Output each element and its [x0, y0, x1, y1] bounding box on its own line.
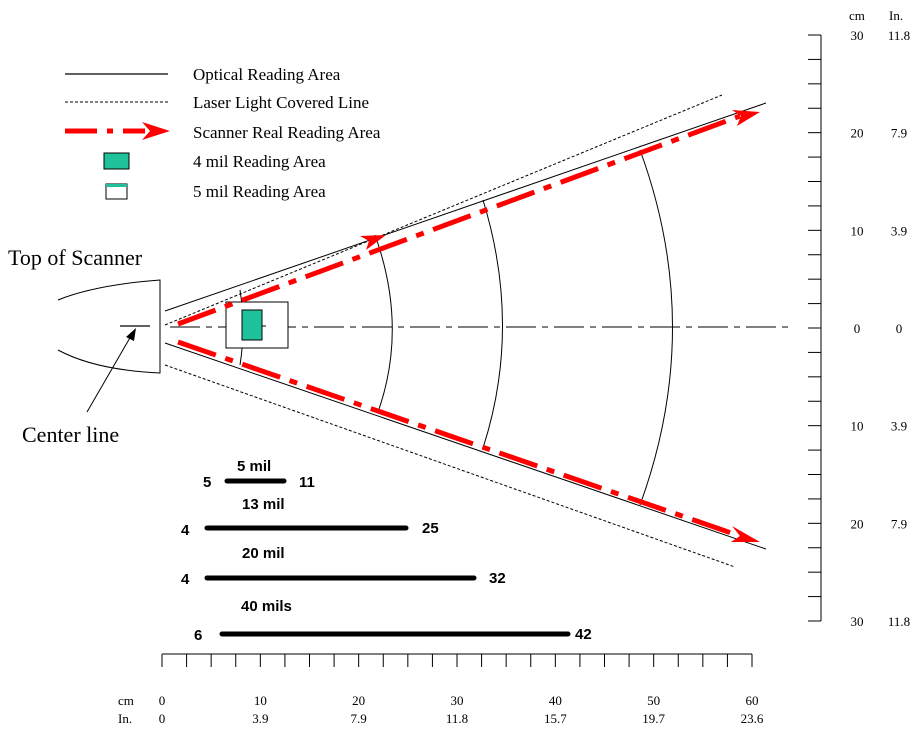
laser-line-upper [164, 94, 723, 326]
ruler-right-cm-label: 30 [851, 614, 864, 629]
range-min-value: 5 [203, 474, 211, 491]
legend-scanner-real-label: Scanner Real Reading Area [193, 123, 381, 142]
legend-4mil-swatch [103, 152, 130, 170]
ruler-bottom-in-label: 11.8 [446, 711, 468, 726]
center-line-label: Center line [22, 422, 119, 447]
range-min-value: 4 [181, 522, 190, 539]
ruler-right-cm-label: 0 [854, 321, 861, 336]
ruler-right-in-label: 3.9 [891, 419, 907, 434]
center-line-arrowhead-icon [126, 328, 136, 341]
range-max-value: 32 [489, 570, 506, 587]
barcode-ranges: 5 mil 5 11 13 mil 4 25 20 mil 4 32 40 mi… [181, 458, 592, 644]
ruler-right-in-label: 7.9 [891, 126, 907, 141]
ruler-bottom-in-label: 3.9 [252, 711, 268, 726]
range-arc-13mil [374, 234, 393, 413]
center-line-pointer [86, 335, 132, 413]
range-max-value: 11 [299, 474, 315, 491]
range-title: 5 mil [237, 458, 271, 475]
legend-laser-label: Laser Light Covered Line [193, 93, 369, 112]
ruler-right-in-label: 7.9 [891, 516, 907, 531]
ruler-right: cm In. 30 11.8 20 7.9 10 3.9 0 0 10 3.9 20 7.9 30 11.… [808, 8, 910, 629]
ruler-bottom-cm-label: 30 [451, 693, 464, 708]
ruler-right-unit-in: In. [889, 8, 903, 23]
range-arc-40mil [639, 149, 673, 506]
scanner-real-area-upper-arrow-icon [732, 110, 760, 126]
ruler-bottom-cm-label: 40 [549, 693, 562, 708]
scanner-head: Top of Scanner Center line [8, 245, 161, 447]
legend: Optical Reading Area Laser Light Covered… [65, 65, 381, 201]
range-title: 13 mil [242, 496, 285, 513]
range-title: 20 mil [242, 545, 285, 562]
range-min-value: 4 [181, 571, 190, 588]
ruler-bottom-in-label: 7.9 [351, 711, 367, 726]
ruler-bottom-in-label: 23.6 [741, 711, 764, 726]
range-title: 40 mils [241, 598, 292, 615]
top-of-scanner-label: Top of Scanner [8, 245, 143, 270]
ruler-bottom-in-label: 19.7 [642, 711, 665, 726]
scanner-real-area-lower-arrow-icon [731, 526, 760, 542]
ruler-right-cm-label: 20 [851, 126, 864, 141]
optical-boundary-upper [164, 102, 767, 312]
ruler-bottom: cm In. 0 0 10 3.9 20 7.9 30 11.8 40 15.7 50 19.7 60 2… [118, 653, 764, 726]
ruler-bottom-cm-label: 0 [159, 693, 166, 708]
ruler-right-in-label: 3.9 [891, 223, 907, 238]
ruler-right-in-label: 11.8 [888, 28, 910, 43]
reading-field [164, 94, 790, 568]
range-arc-20mil [482, 199, 503, 449]
ruler-bottom-unit-cm: cm [118, 693, 134, 708]
ruler-bottom-unit-in: In. [118, 711, 132, 726]
ruler-bottom-in-label: 15.7 [544, 711, 567, 726]
scanner-real-area-lower [177, 339, 741, 539]
ruler-right-cm-label: 20 [851, 516, 864, 531]
legend-scanner-real-arrow-icon [142, 122, 170, 140]
ruler-bottom-cm-label: 20 [352, 693, 365, 708]
scanner-real-area-upper-mid-arrow-icon [360, 235, 386, 250]
ruler-right-in-label: 11.8 [888, 614, 910, 629]
optical-boundary-lower [164, 342, 767, 550]
scanner-real-area-upper [177, 113, 741, 327]
legend-4mil-label: 4 mil Reading Area [193, 152, 326, 171]
legend-optical-label: Optical Reading Area [193, 65, 341, 84]
ruler-right-cm-label: 10 [851, 419, 864, 434]
laser-line-lower [164, 364, 736, 568]
ruler-right-unit-cm: cm [849, 8, 865, 23]
range-max-value: 25 [422, 520, 439, 537]
ruler-right-in-label: 0 [896, 321, 903, 336]
ruler-bottom-cm-label: 10 [254, 693, 267, 708]
legend-5mil-label: 5 mil Reading Area [193, 182, 326, 201]
ruler-right-cm-label: 30 [851, 28, 864, 43]
legend-5mil-accent [106, 184, 127, 187]
range-min-value: 6 [194, 627, 202, 644]
ruler-bottom-cm-label: 50 [647, 693, 660, 708]
ruler-bottom-cm-label: 60 [746, 693, 759, 708]
ruler-right-cm-label: 10 [851, 223, 864, 238]
ruler-bottom-in-label: 0 [159, 711, 166, 726]
reading-area-4mil [241, 309, 263, 341]
range-max-value: 42 [575, 626, 592, 643]
